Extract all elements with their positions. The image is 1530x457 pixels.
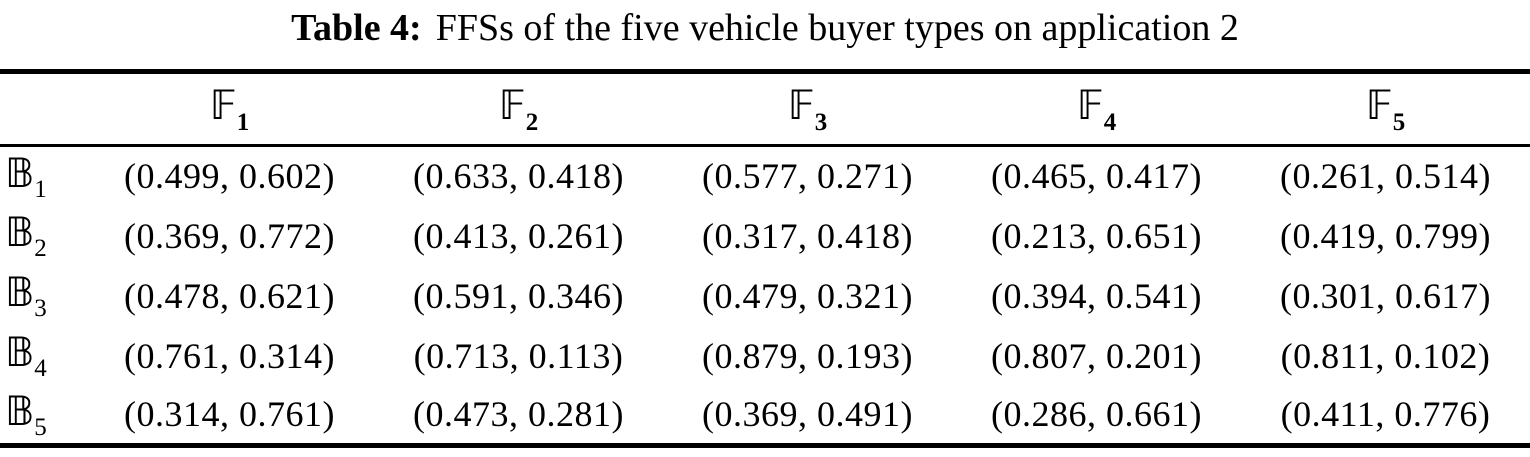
table-cell: (0.811, 0.102) bbox=[1280, 335, 1491, 376]
doublestruck-b: 𝔹 bbox=[5, 150, 35, 197]
doublestruck-f: 𝔽 bbox=[209, 83, 237, 130]
corner-cell bbox=[0, 72, 85, 146]
table-cell: (0.411, 0.776) bbox=[1280, 394, 1491, 435]
row-subscript: 1 bbox=[34, 175, 47, 203]
row-label-b1: 𝔹1 bbox=[0, 146, 85, 206]
table-row: 𝔹2 (0.369, 0.772) (0.413, 0.261) (0.317,… bbox=[0, 206, 1530, 266]
column-header-f3: 𝔽3 bbox=[663, 72, 952, 146]
table-cell: (0.713, 0.113) bbox=[413, 335, 624, 376]
table-cell: (0.807, 0.201) bbox=[991, 335, 1202, 376]
table-caption: Table 4: FFSs of the five vehicle buyer t… bbox=[0, 0, 1530, 69]
column-subscript: 5 bbox=[1392, 108, 1406, 136]
table-cell: (0.419, 0.799) bbox=[1280, 215, 1491, 256]
caption-text: FFSs of the five vehicle buyer types on … bbox=[435, 7, 1239, 49]
table-row: 𝔹5 (0.314, 0.761) (0.473, 0.281) (0.369,… bbox=[0, 386, 1530, 446]
table-cell: (0.633, 0.418) bbox=[413, 156, 624, 197]
table-cell: (0.317, 0.418) bbox=[702, 215, 913, 256]
row-subscript: 4 bbox=[34, 355, 47, 383]
table-cell: (0.413, 0.261) bbox=[413, 215, 624, 256]
table-row: 𝔹1 (0.499, 0.602) (0.633, 0.418) (0.577,… bbox=[0, 146, 1530, 206]
column-header-f5: 𝔽5 bbox=[1241, 72, 1530, 146]
table-row: 𝔹3 (0.478, 0.621) (0.591, 0.346) (0.479,… bbox=[0, 266, 1530, 326]
table-cell: (0.473, 0.281) bbox=[413, 394, 624, 435]
table-cell: (0.394, 0.541) bbox=[991, 275, 1202, 316]
table-cell: (0.479, 0.321) bbox=[702, 275, 913, 316]
row-subscript: 2 bbox=[34, 235, 47, 263]
row-subscript: 3 bbox=[34, 295, 47, 323]
column-subscript: 2 bbox=[525, 108, 539, 136]
caption-label: Table 4: bbox=[291, 7, 422, 49]
doublestruck-f: 𝔽 bbox=[787, 83, 815, 130]
table-cell: (0.879, 0.193) bbox=[702, 335, 913, 376]
table-cell: (0.369, 0.491) bbox=[702, 394, 913, 435]
row-subscript: 5 bbox=[34, 413, 47, 441]
table-cell: (0.286, 0.661) bbox=[991, 394, 1202, 435]
table-cell: (0.465, 0.417) bbox=[991, 156, 1202, 197]
doublestruck-b: 𝔹 bbox=[5, 329, 35, 376]
column-subscript: 1 bbox=[236, 108, 250, 136]
ffs-table: 𝔽1 𝔽2 𝔽3 𝔽4 𝔽5 𝔹1 (0.499, 0.602) (0.633,… bbox=[0, 69, 1530, 448]
table-cell: (0.314, 0.761) bbox=[124, 394, 335, 435]
table-cell: (0.213, 0.651) bbox=[991, 215, 1202, 256]
row-label-b4: 𝔹4 bbox=[0, 326, 85, 386]
column-header-f4: 𝔽4 bbox=[952, 72, 1241, 146]
table-cell: (0.499, 0.602) bbox=[124, 156, 335, 197]
row-label-b5: 𝔹5 bbox=[0, 386, 85, 446]
table-cell: (0.591, 0.346) bbox=[413, 275, 624, 316]
row-label-b2: 𝔹2 bbox=[0, 206, 85, 266]
table-row: 𝔹4 (0.761, 0.314) (0.713, 0.113) (0.879,… bbox=[0, 326, 1530, 386]
table-cell: (0.261, 0.514) bbox=[1280, 156, 1491, 197]
table-cell: (0.369, 0.772) bbox=[124, 215, 335, 256]
column-subscript: 4 bbox=[1103, 108, 1117, 136]
row-label-b3: 𝔹3 bbox=[0, 266, 85, 326]
doublestruck-b: 𝔹 bbox=[5, 209, 35, 256]
header-row: 𝔽1 𝔽2 𝔽3 𝔽4 𝔽5 bbox=[0, 72, 1530, 146]
column-subscript: 3 bbox=[814, 108, 828, 136]
column-header-f2: 𝔽2 bbox=[374, 72, 663, 146]
doublestruck-f: 𝔽 bbox=[1365, 83, 1393, 130]
table-cell: (0.761, 0.314) bbox=[124, 335, 335, 376]
doublestruck-b: 𝔹 bbox=[5, 269, 35, 316]
column-header-f1: 𝔽1 bbox=[85, 72, 374, 146]
table-cell: (0.577, 0.271) bbox=[702, 156, 913, 197]
doublestruck-b: 𝔹 bbox=[5, 388, 35, 435]
doublestruck-f: 𝔽 bbox=[1076, 83, 1104, 130]
doublestruck-f: 𝔽 bbox=[498, 83, 526, 130]
table-cell: (0.478, 0.621) bbox=[124, 275, 335, 316]
table-cell: (0.301, 0.617) bbox=[1280, 275, 1491, 316]
